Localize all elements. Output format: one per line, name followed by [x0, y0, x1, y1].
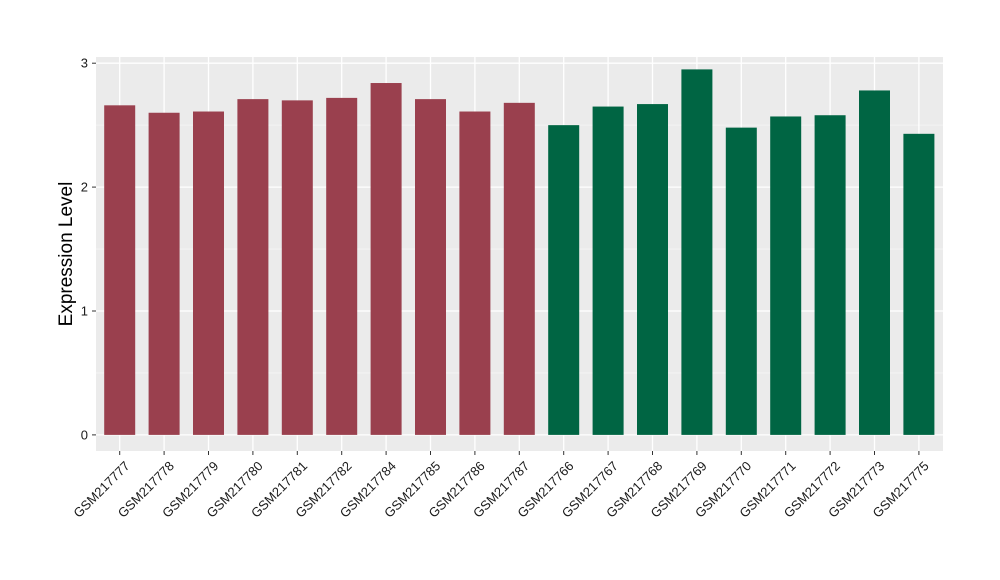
bar-GSM217770 [725, 127, 757, 435]
bar-GSM217775 [903, 133, 935, 435]
y-tick-label: 3 [81, 56, 88, 71]
bar-GSM217786 [459, 111, 491, 435]
bar-GSM217779 [193, 111, 224, 435]
bar-GSM217768 [637, 104, 668, 435]
y-tick-label: 0 [81, 427, 88, 442]
bar-GSM217781 [281, 100, 313, 435]
bar-GSM217769 [681, 69, 713, 435]
x-axis: GSM217777GSM217778GSM217779GSM217780GSM2… [70, 451, 932, 521]
bar-GSM217787 [503, 102, 535, 435]
y-tick-label: 1 [81, 303, 88, 318]
bar-GSM217785 [415, 99, 446, 435]
bar-GSM217778 [148, 112, 180, 435]
bar-GSM217767 [592, 106, 624, 435]
bar-GSM217771 [770, 116, 802, 435]
bars [104, 69, 935, 435]
bar-GSM217772 [814, 115, 846, 435]
bar-GSM217782 [326, 97, 358, 435]
bar-GSM217777 [104, 105, 136, 435]
y-axis: 0 1 2 3 [81, 56, 96, 442]
bar-GSM217773 [859, 90, 890, 435]
bar-GSM217784 [370, 83, 402, 435]
y-tick-label: 2 [81, 180, 88, 195]
bar-GSM217780 [237, 99, 269, 435]
bar-GSM217766 [548, 125, 580, 435]
y-axis-title: Expression Level [56, 182, 77, 327]
